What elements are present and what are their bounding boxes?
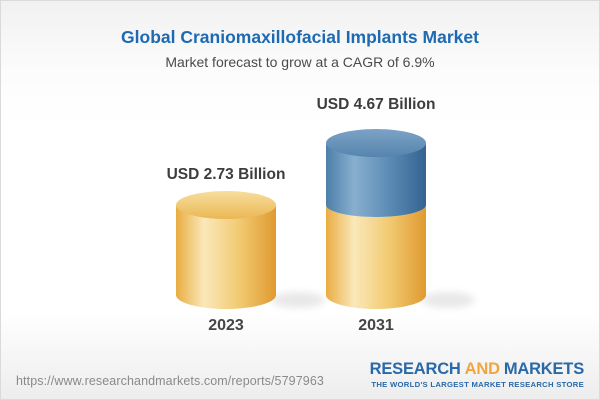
brand-logo: RESEARCH AND MARKETS THE WORLD'S LARGEST M…	[369, 360, 585, 389]
axis-label-2031: 2031	[358, 317, 394, 334]
chart-subtitle: Market forecast to grow at a CAGR of 6.9…	[165, 54, 435, 70]
data-label-2023: USD 2.73 Billion	[166, 166, 286, 183]
brand-logo-wordmark: RESEARCH AND MARKETS	[369, 360, 585, 378]
chart-title: Global Craniomaxillofacial Implants Mark…	[121, 27, 479, 47]
bar-2031-growth-segment	[326, 143, 426, 217]
brand-word-research: RESEARCH	[369, 360, 461, 378]
bar-2031-cylinder	[326, 129, 426, 309]
bar-2023-shadow	[271, 292, 325, 308]
brand-tagline: THE WORLD'S LARGEST MARKET RESEARCH STOR…	[371, 379, 584, 389]
data-label-2031: USD 4.67 Billion	[316, 96, 436, 113]
axis-label-2023: 2023	[208, 317, 244, 334]
bar-2031-base-segment	[326, 205, 426, 309]
brand-word-and: AND	[464, 360, 500, 378]
brand-word-markets: MARKETS	[503, 360, 584, 378]
footer-url[interactable]: https://www.researchandmarkets.com/repor…	[16, 374, 324, 388]
bar-2031-shadow	[421, 292, 475, 308]
bar-2023-cylinder	[176, 191, 276, 309]
